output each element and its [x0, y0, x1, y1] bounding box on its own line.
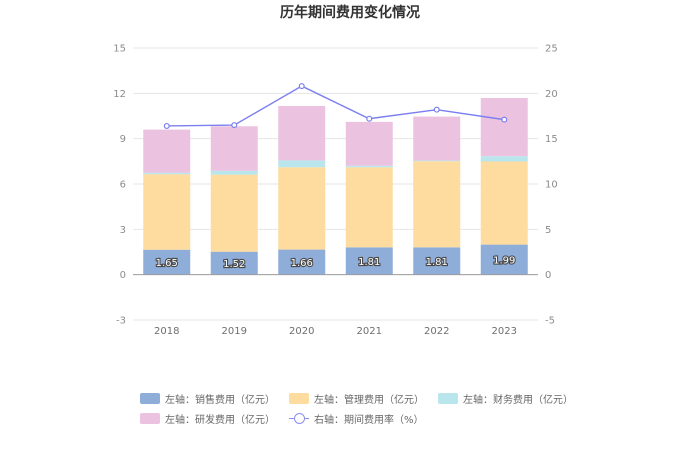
bar-segment-3-2020[interactable] [278, 106, 326, 161]
legend-swatch-admin [289, 392, 309, 404]
bar-segment-2-2020[interactable] [278, 160, 326, 168]
x-axis: 2018 2019 2020 2021 2022 2023 [133, 274, 538, 337]
bar-segment-0-2022[interactable] [413, 247, 461, 275]
x-tick-label: 2022 [424, 326, 449, 337]
rate-point-2019[interactable] [231, 122, 238, 129]
bar-segment-2-2019[interactable] [210, 170, 258, 175]
bar-segment-0-2020[interactable] [278, 249, 326, 275]
legend-label-sales: 左轴：销售费用（亿元） [165, 394, 275, 406]
bars [143, 98, 528, 275]
legend-swatch-finance [438, 392, 458, 404]
legend-item-rate[interactable]: 右轴：期间费用率（%） [289, 411, 424, 426]
legend-label-finance: 左轴：财务费用（亿元） [463, 394, 573, 406]
x-tick-label: 2021 [357, 326, 382, 337]
y-left-tick-label: 6 [120, 180, 126, 191]
legend-item-finance[interactable]: 左轴：财务费用（亿元） [438, 391, 573, 406]
legend-label-rate: 右轴：期间费用率（%） [314, 414, 424, 426]
bar-data-label: 1.81 [358, 257, 380, 268]
bar-data-label: 1.66 [291, 258, 313, 269]
rate-point-2023[interactable] [501, 116, 508, 123]
y-left-tick-label: 3 [120, 225, 126, 236]
y-right-tick-label: -5 [545, 316, 555, 327]
legend: 左轴：销售费用（亿元） 左轴：管理费用（亿元） 左轴：财务费用（亿元） 左轴：研… [140, 388, 580, 428]
bar-segment-2-2022[interactable] [413, 160, 461, 162]
bar-segment-3-2021[interactable] [345, 121, 393, 166]
grid [133, 47, 538, 321]
bar-segment-1-2021[interactable] [345, 167, 393, 248]
bar-segment-2-2018[interactable] [143, 172, 191, 175]
legend-item-rd[interactable]: 左轴：研发费用（亿元） [140, 411, 275, 426]
y-right-tick-label: 20 [545, 89, 558, 100]
y-right-tick-label: 15 [545, 134, 558, 145]
x-tick-label: 2019 [222, 326, 247, 337]
chart-title: 历年期间费用变化情况 [280, 4, 420, 21]
bar-segment-0-2018[interactable] [143, 249, 191, 275]
bar-data-label: 1.65 [156, 258, 178, 269]
bar-segment-2-2021[interactable] [345, 165, 393, 168]
y-left-tick-label: 0 [120, 270, 126, 281]
bar-segment-1-2019[interactable] [210, 174, 258, 252]
x-tick-label: 2023 [492, 326, 517, 337]
y-axis-right: -5 0 5 10 15 20 25 [545, 44, 558, 327]
y-axis-left: -3 0 3 6 9 12 15 [113, 44, 126, 327]
y-left-tick-label: 15 [113, 44, 126, 55]
bar-segment-3-2023[interactable] [480, 98, 528, 157]
bar-segment-3-2019[interactable] [210, 126, 258, 171]
bar-segment-1-2022[interactable] [413, 161, 461, 248]
legend-item-admin[interactable]: 左轴：管理费用（亿元） [289, 391, 424, 406]
bar-segment-3-2018[interactable] [143, 129, 191, 173]
rate-point-2021[interactable] [366, 115, 373, 122]
bar-segment-1-2018[interactable] [143, 174, 191, 250]
bar-data-label: 1.99 [493, 256, 515, 267]
x-tick-label: 2018 [154, 326, 179, 337]
bar-data-label: 1.81 [426, 257, 448, 268]
bar-segment-1-2020[interactable] [278, 167, 326, 250]
rate-line-path [166, 85, 505, 127]
legend-label-admin: 左轴：管理费用（亿元） [314, 394, 424, 406]
y-left-tick-label: -3 [116, 316, 126, 327]
bar-segment-0-2023[interactable] [480, 244, 528, 275]
bar-segment-1-2023[interactable] [480, 161, 528, 245]
legend-label-rd: 左轴：研发费用（亿元） [165, 414, 275, 426]
legend-item-sales[interactable]: 左轴：销售费用（亿元） [140, 391, 275, 406]
bar-data-label: 1.52 [223, 259, 245, 270]
y-right-tick-label: 5 [545, 225, 551, 236]
y-left-tick-label: 12 [113, 89, 126, 100]
data-labels: 1.65 1.52 1.66 1.81 1.81 1.99 [155, 255, 517, 272]
rate-line [163, 83, 508, 129]
bar-segment-0-2021[interactable] [345, 247, 393, 275]
bar-segment-2-2023[interactable] [480, 156, 528, 162]
y-right-tick-label: 25 [545, 44, 558, 55]
legend-swatch-rd [140, 412, 160, 424]
y-right-tick-label: 10 [545, 180, 558, 191]
rate-point-2022[interactable] [433, 106, 440, 113]
bar-segment-0-2019[interactable] [210, 251, 258, 275]
rate-point-2020[interactable] [298, 83, 305, 90]
y-right-tick-label: 0 [545, 270, 551, 281]
y-left-tick-label: 9 [120, 134, 126, 145]
legend-swatch-sales [140, 392, 160, 404]
legend-swatch-rate [289, 412, 309, 424]
bar-segment-3-2022[interactable] [413, 116, 461, 161]
x-tick-label: 2020 [289, 326, 314, 337]
rate-point-2018[interactable] [163, 122, 170, 129]
